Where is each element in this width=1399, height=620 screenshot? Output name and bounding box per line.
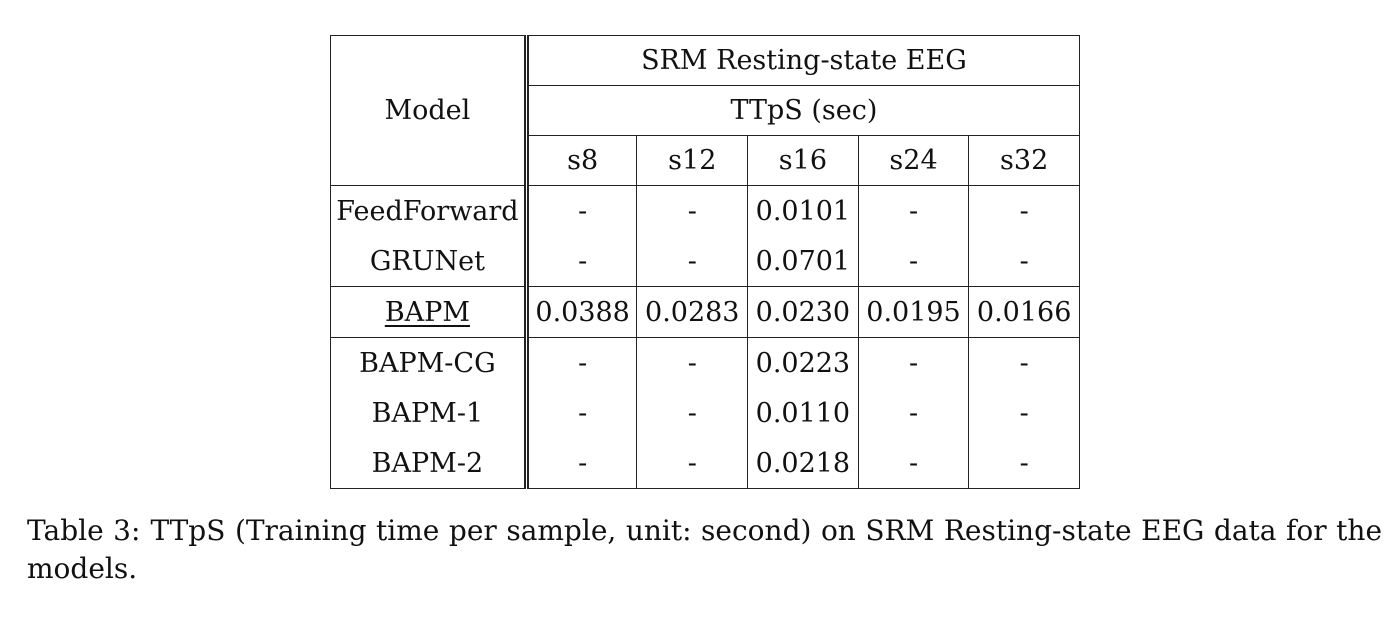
column-header-s12: s12	[636, 135, 748, 186]
table-row: BAPM 0.0388 0.0283 0.0230 0.0195 0.0166	[330, 286, 1080, 338]
caption-text: TTpS (Training time per sample, unit: se…	[27, 514, 1383, 585]
value-cell-s16: 0.0101	[747, 185, 859, 236]
model-column-header: Model	[330, 35, 529, 186]
model-name: BAPM	[384, 296, 470, 328]
model-name: GRUNet	[369, 245, 485, 277]
value-cell-s16: 0.0230	[747, 286, 859, 338]
value-cell-s32: -	[968, 388, 1080, 438]
table-row: GRUNet - -0.0701- -	[330, 236, 1080, 287]
table-row: BAPM-CG - -0.0223- -	[330, 337, 1080, 388]
table-body: FeedForward - -0.0101- - GRUNet - -0.0701- - BAP…	[330, 185, 1080, 489]
value-cell-s8: -	[526, 236, 637, 287]
value-cell-s8: -	[578, 347, 588, 379]
table-row: BAPM-2- -0.0218- -	[330, 438, 1080, 489]
value-cell-s12: -	[636, 438, 748, 489]
table-row: BAPM-1- -0.0110- -	[330, 388, 1080, 438]
value-cell-s24: -	[857, 337, 969, 388]
table-row: FeedForward - -0.0101- -	[330, 185, 1080, 236]
results-table: Model SRM Resting-state EEG TTpS (sec) s…	[330, 35, 1080, 489]
value-cell-s12: -	[636, 388, 748, 438]
caption-label: Table 3:	[27, 514, 141, 547]
value-cell-s24: -	[857, 185, 969, 236]
value-cell-s32: -	[968, 185, 1080, 236]
results-table-container: Model SRM Resting-state EEG TTpS (sec) s…	[330, 35, 1080, 489]
value-cell-s32: -	[968, 337, 1080, 388]
value-cell-s24: -	[857, 438, 969, 489]
metric-header: TTpS (sec)	[526, 85, 1080, 136]
value-cell-s32: 0.0166	[968, 286, 1080, 338]
value-cell-s12: -	[636, 185, 748, 236]
model-name: BAPM-CG	[359, 347, 496, 379]
column-header-s8: s8	[526, 135, 637, 186]
table-header: Model SRM Resting-state EEG TTpS (sec) s…	[330, 35, 1080, 186]
model-name-cell: BAPM-2	[330, 438, 529, 489]
value-cell-s8: -	[578, 397, 588, 429]
column-header-s24: s24	[857, 135, 969, 186]
dataset-header: SRM Resting-state EEG	[526, 35, 1080, 86]
model-name-cell: FeedForward	[330, 185, 529, 236]
value-cell-s16: 0.0110	[747, 388, 859, 438]
model-name: BAPM-2	[371, 447, 484, 479]
value-cell-s8: 0.0388	[526, 286, 637, 338]
value-cell-s8: -	[578, 447, 588, 479]
value-cell-s8: -	[578, 195, 588, 227]
model-name-cell: BAPM	[330, 286, 529, 338]
value-cell-s12: -	[636, 236, 748, 287]
model-name: FeedForward	[336, 195, 519, 227]
value-cell-s12: 0.0283	[636, 286, 748, 338]
column-header-s16: s16	[747, 135, 859, 186]
value-cell-s16: 0.0218	[747, 438, 859, 489]
column-header-row: s8 s12 s16 s24 s32	[331, 135, 1080, 186]
value-cell-s24: -	[857, 388, 969, 438]
value-cell-s16: 0.0223	[747, 337, 859, 388]
value-cell-s24: -	[857, 236, 969, 287]
value-cell-s32: -	[968, 438, 1080, 489]
value-cell-s16: 0.0701	[747, 236, 859, 287]
value-cell-s12: -	[636, 337, 748, 388]
model-name-cell: BAPM-CG	[330, 337, 529, 388]
value-cell-s24: 0.0195	[857, 286, 969, 338]
table-caption: Table 3: TTpS (Training time per sample, …	[27, 512, 1382, 588]
column-header-s32: s32	[968, 135, 1080, 186]
model-name: BAPM-1	[371, 397, 484, 429]
value-cell-s32: -	[968, 236, 1080, 287]
model-name-cell: BAPM-1	[330, 388, 529, 438]
model-name-cell: GRUNet	[330, 236, 529, 287]
